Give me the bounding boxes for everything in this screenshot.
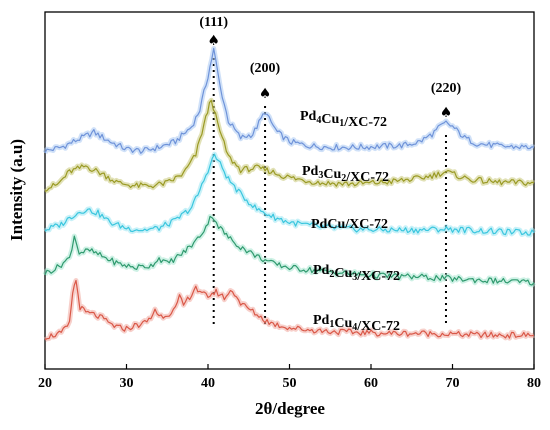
peak-label: (200) (250, 61, 281, 76)
peak-guide-lines (212, 58, 447, 327)
x-tick-label: 80 (527, 376, 541, 391)
x-tick-label: 70 (446, 376, 460, 391)
series-line (44, 99, 535, 193)
spade-marker-icon: ♠ (259, 86, 272, 102)
y-axis-title: Intensity (a.u) (7, 139, 26, 241)
series-label: Pd1Cu4/XC-72 (313, 313, 400, 334)
series-lines (44, 47, 535, 341)
series-line (44, 47, 535, 154)
peak-label: (111) (199, 15, 228, 30)
series-halo (43, 278, 535, 342)
plot-frame (44, 11, 535, 370)
series-label: Pd2Cu3/XC-72 (313, 263, 400, 284)
x-tick-label: 20 (38, 376, 52, 391)
series-label: Pd4Cu1/XC-72 (300, 109, 387, 130)
series-line (44, 279, 535, 341)
peak-markers: (111) ♠ (200) ♠ (220) ♠ (199, 15, 461, 121)
x-tick-label: 50 (283, 376, 297, 391)
x-tick-label: 60 (364, 376, 378, 391)
x-axis: 20 30 40 50 60 70 80 (38, 364, 541, 391)
plot-area: Pd4Cu1/XC-72 Pd3Cu2/XC-72 PdCu/XC-72 Pd2Cu3… (42, 11, 537, 370)
series-line (44, 153, 535, 236)
x-axis-title: 2θ/degree (255, 399, 325, 418)
series-label: PdCu/XC-72 (311, 217, 388, 232)
series-line (44, 215, 535, 286)
x-tick-label: 30 (120, 376, 134, 391)
x-tick-label: 40 (201, 376, 215, 391)
spade-marker-icon: ♠ (440, 105, 453, 121)
peak-label: (220) (431, 81, 462, 96)
spade-marker-icon: ♠ (207, 33, 220, 49)
series-label: Pd3Cu2/XC-72 (302, 164, 389, 185)
series-halo (42, 46, 535, 156)
series-labels: Pd4Cu1/XC-72 Pd3Cu2/XC-72 PdCu/XC-72 Pd2Cu3… (300, 109, 400, 334)
